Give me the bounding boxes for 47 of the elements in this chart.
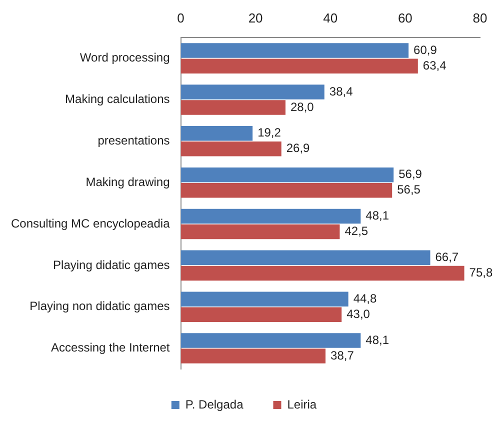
x-tick-label: 20 bbox=[248, 10, 263, 26]
data-label: 42,5 bbox=[344, 224, 368, 238]
bar bbox=[180, 333, 361, 348]
x-tick-label: 60 bbox=[398, 10, 412, 26]
bar bbox=[180, 224, 340, 240]
bar bbox=[180, 348, 326, 364]
y-tick-label: Playing didatic games bbox=[53, 258, 170, 272]
x-tick-label: 40 bbox=[323, 10, 338, 26]
x-tick-label: 80 bbox=[472, 10, 488, 26]
y-tick-label: Consulting MC encyclopeadia bbox=[10, 216, 170, 230]
data-label: 44,8 bbox=[353, 291, 378, 306]
y-tick-label: Making drawing bbox=[86, 174, 170, 189]
data-label: 63,4 bbox=[422, 58, 447, 72]
bar bbox=[180, 307, 342, 322]
bar bbox=[180, 84, 324, 100]
y-tick-label: Accessing the Internet bbox=[51, 340, 170, 355]
y-tick-label: Making calculations bbox=[65, 92, 170, 106]
bar bbox=[180, 250, 430, 266]
bar bbox=[180, 43, 409, 58]
bar bbox=[180, 142, 282, 156]
data-label: 26,9 bbox=[286, 141, 310, 156]
data-label: 60,9 bbox=[414, 42, 438, 57]
data-label: 38,7 bbox=[330, 348, 354, 362]
data-label: 38,4 bbox=[329, 84, 354, 98]
data-label: 66,7 bbox=[435, 250, 459, 264]
data-label: 56,5 bbox=[397, 182, 421, 197]
bar bbox=[180, 126, 253, 141]
y-tick-label: presentations bbox=[98, 133, 170, 148]
legend-label: P. Delgada bbox=[185, 397, 244, 412]
y-tick-label: Playing non didatic games bbox=[30, 299, 170, 314]
y-tick-label: Word processing bbox=[80, 50, 170, 65]
data-label: 56,9 bbox=[398, 167, 422, 182]
bar bbox=[180, 182, 392, 198]
data-label: 19,2 bbox=[258, 126, 282, 140]
x-tick-label: 0 bbox=[177, 10, 184, 26]
bar bbox=[180, 100, 286, 115]
data-label: 28,0 bbox=[290, 100, 314, 114]
bar bbox=[180, 266, 464, 281]
data-label: 48,1 bbox=[366, 208, 390, 223]
data-label: 48,1 bbox=[366, 332, 390, 347]
bar bbox=[180, 292, 348, 306]
legend-label: Leiria bbox=[287, 397, 317, 412]
data-label: 75,8 bbox=[469, 266, 493, 280]
bar bbox=[180, 208, 361, 224]
bar bbox=[180, 58, 418, 74]
bar bbox=[180, 167, 394, 182]
data-label: 43,0 bbox=[346, 306, 370, 321]
